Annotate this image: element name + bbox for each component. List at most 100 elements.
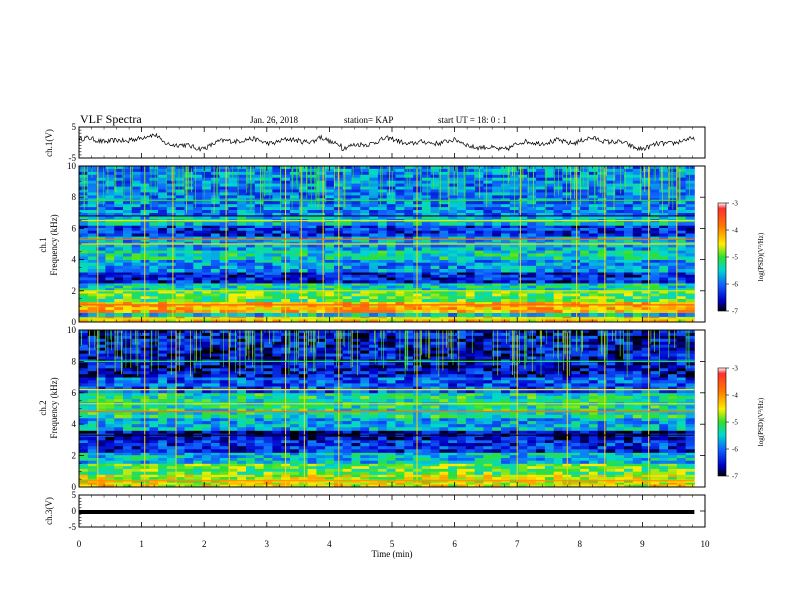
ch1-spectrogram-band-6-cell [202, 269, 212, 273]
ch1-spectrogram-band-8-cell [659, 244, 669, 248]
ch1-spectrogram-band-10-cell [377, 215, 388, 220]
ch2-spectrogram-band-0-cell [650, 482, 660, 486]
ch1-spectrogram-band-3-cell [158, 293, 168, 297]
ch1-spectrogram-band-0-cell [360, 319, 370, 323]
ch2-spectrogram-band-0-cell [518, 482, 528, 486]
ch1-spectrogram-band-4-cell [676, 288, 686, 292]
ch1-spectrogram-band-6-cell [237, 259, 247, 264]
ch1-spectrogram-band-11-cell [87, 207, 97, 211]
ch1-spectrogram-band-3-cell [562, 296, 572, 300]
ch1-spectrogram-band-11-cell [193, 177, 203, 181]
ch1-spectrogram-band-6-cell [544, 265, 555, 270]
ch1-spectrogram-band-3-cell [342, 293, 352, 297]
ch1-spectrogram-band-5-cell [131, 272, 141, 276]
ch2-spectrogram-band-1-cell [105, 474, 115, 478]
ch1-spectrogram-band-6-cell [246, 269, 256, 273]
ch2-spectrogram-band-2-cell [465, 468, 475, 472]
ch1-spectrogram-band-4-cell [553, 285, 563, 289]
ch1-spectrogram-band-9-cell [254, 230, 264, 234]
ch1-spectrogram-band-2-cell [650, 307, 660, 311]
ch1-spectrogram-band-0-cell [571, 319, 581, 323]
ch1-spectrogram-band-2-cell [430, 304, 440, 308]
ch2-spectrogram-band-2-cell [307, 471, 317, 475]
ch1-spectrogram-band-2-cell [149, 301, 159, 305]
ch2-spectrogram-band-0-cell [606, 482, 616, 486]
ch2-spectrogram-band-0-cell [430, 484, 440, 488]
ch1-spectrogram-band-11-cell [351, 207, 361, 211]
ch1-spectrogram-band-9-cell [316, 225, 326, 229]
ch1-spectrogram-band-0-cell [263, 319, 273, 323]
ch1-spectrogram-band-0-cell [254, 319, 264, 323]
ch1-spectrogram-band-2-cell [509, 307, 519, 311]
ch1-spectrogram-band-8-cell [307, 244, 317, 248]
ch1-spectrogram-band-11-cell [184, 166, 194, 170]
ch1-spectrogram-band-6-cell [685, 265, 695, 270]
ch1-spectrogram-band-7-cell [492, 250, 502, 254]
ch2-spectrogram-band-0-cell [184, 482, 194, 486]
ch1-spectrogram-band-3-cell [369, 293, 379, 297]
ch1-spectrogram-band-4-cell [536, 285, 546, 289]
ch2-spectrogram-band-3-cell [413, 455, 423, 459]
ch2-spectrogram-band-2-cell [351, 463, 361, 467]
ch1-spectrogram-band-6-cell [685, 262, 695, 267]
ch1-spectrogram-band-11-cell [395, 183, 405, 187]
ch1-spectrogram-band-3-cell [588, 290, 599, 294]
ch1-spectrogram-band-9-cell [272, 225, 282, 229]
ch1-spectrogram-band-4-cell [105, 288, 115, 292]
ch2-spectrogram-band-2-cell [509, 471, 519, 475]
ch1-spectrogram-band-9-cell [465, 228, 475, 232]
ch2-spectrogram-band-0-cell [263, 482, 273, 486]
ch1-spectrogram-band-8-cell [562, 244, 572, 248]
ch1-spectrogram-band-4-cell [615, 285, 625, 289]
ch1-spectrogram-band-4-cell [325, 288, 335, 292]
ch2-spectrogram-band-2-cell [536, 471, 546, 475]
ch1-spectrogram-band-8-cell [457, 239, 467, 243]
ch1-spectrogram-band-9-cell [632, 228, 642, 232]
ch1-spectrogram-band-11-cell [342, 177, 352, 181]
ch1-spectrogram-band-9-cell [246, 225, 256, 229]
ch1-spectrogram-band-6-cell [527, 262, 537, 267]
ch2-spectrogram-band-2-cell [149, 471, 159, 475]
ch1-spectrogram-band-3-cell [448, 290, 458, 294]
ch2-spectrogram-band-2-cell [175, 463, 185, 467]
ch1-spectrogram-band-11-cell [439, 183, 449, 187]
ch1-spectrogram-band-6-cell [149, 262, 159, 267]
ch1-spectrogram-band-11-cell [395, 166, 405, 170]
ch1-spectrogram-band-11-cell [544, 201, 555, 205]
ch1-spectrogram-band-10-cell [580, 222, 590, 226]
ch2-spectrogram-band-2-cell [527, 468, 537, 472]
ch1-spectrogram-band-7-cell [149, 250, 159, 254]
ch1-spectrogram-band-8-cell [421, 236, 431, 240]
ch1-spectrogram-band-4-cell [562, 283, 572, 286]
ch1-spectrogram-band-6-cell [501, 265, 511, 270]
ch1-spectrogram-band-6-cell [553, 262, 563, 267]
ch1-spectrogram-band-5-cell [404, 280, 414, 284]
ch1-spectrogram-band-11-cell [395, 186, 405, 190]
ch2-spectrogram-band-3-cell [96, 455, 106, 459]
ch1-spectrogram-band-11-cell [290, 189, 300, 193]
ch1-spectrogram-band-5-cell [518, 280, 528, 284]
ch1-spectrogram-band-10-cell [272, 215, 282, 220]
ch2-spectrogram-band-0-cell [228, 482, 238, 486]
ch1-spectrogram-band-7-cell [377, 250, 388, 254]
ch2-spectrogram-band-3-cell [597, 452, 607, 456]
ch1-spectrogram-band-5-cell [404, 277, 414, 281]
ch1-spectrogram-band-11-cell [580, 180, 590, 184]
ch2-spectrogram-band-1-cell [193, 474, 203, 478]
ch1-spectrogram-band-11-cell [237, 171, 247, 176]
ch1-spectrogram-band-5-cell [509, 274, 519, 278]
ch1-spectrogram-band-11-cell [632, 174, 642, 179]
ch1-spectrogram-band-7-cell [659, 253, 669, 257]
ch1-spectrogram-band-2-cell [597, 309, 607, 313]
ch2-spectrogram-band-1-cell [114, 477, 124, 481]
ch1-spectrogram-band-0-cell [184, 316, 194, 320]
ch1-spectrogram-band-11-cell [553, 210, 563, 214]
ch1-spectrogram-band-11-cell [615, 195, 625, 199]
ch1-spectrogram-band-9-cell [483, 230, 493, 234]
ch1-spectrogram-band-0-cell [641, 316, 651, 320]
ch1-spectrogram-band-11-cell [606, 210, 616, 214]
ch2-spectrogram-band-0-cell [158, 484, 168, 488]
ch1-spectrogram-band-2-cell [457, 304, 467, 308]
ch2-spectrogram-band-1-cell [254, 474, 264, 478]
